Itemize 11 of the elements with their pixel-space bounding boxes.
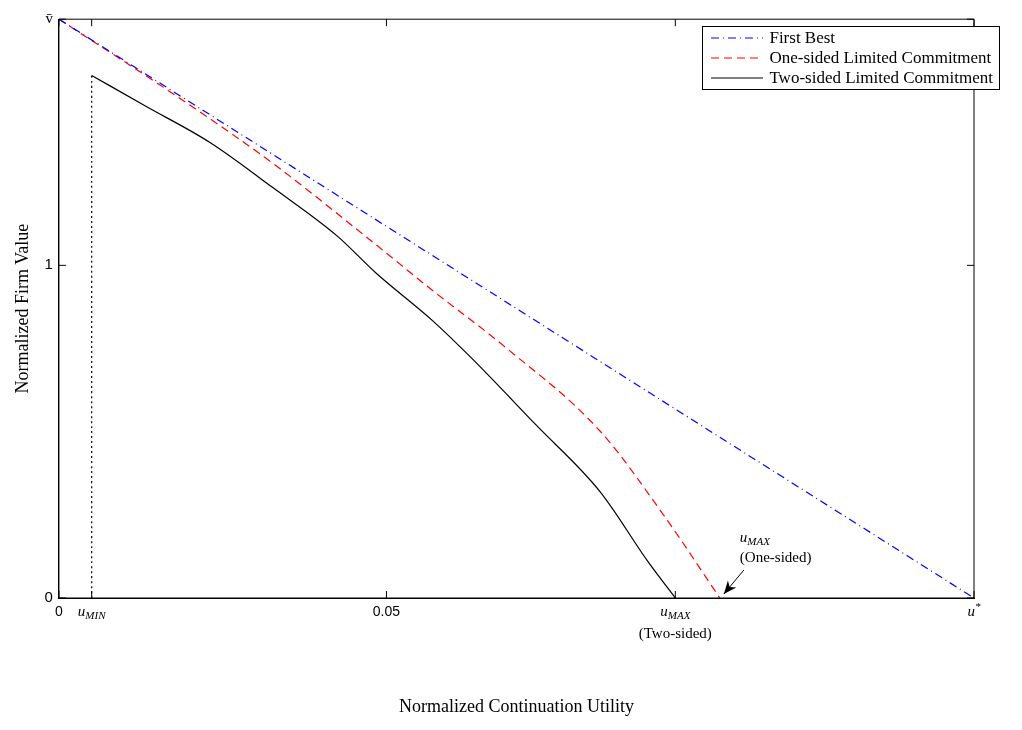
legend-label: One-sided Limited Commitment <box>769 48 992 68</box>
y-tick-label: 1 <box>44 255 53 273</box>
y-tick-label: 0 <box>44 588 53 606</box>
y-axis-title: Normalized Firm Value <box>11 223 32 394</box>
x-tick-label: 0 <box>55 602 64 619</box>
legend-label: Two-sided Limited Commitment <box>769 68 993 88</box>
y-tick-label: v̄ <box>45 10 54 27</box>
x-axis-title: Normalized Continuation Utility <box>398 695 634 716</box>
x-tick-label: u* <box>967 600 981 619</box>
x-tick-label: 0.05 <box>372 602 401 619</box>
legend-label: First Best <box>769 28 836 48</box>
